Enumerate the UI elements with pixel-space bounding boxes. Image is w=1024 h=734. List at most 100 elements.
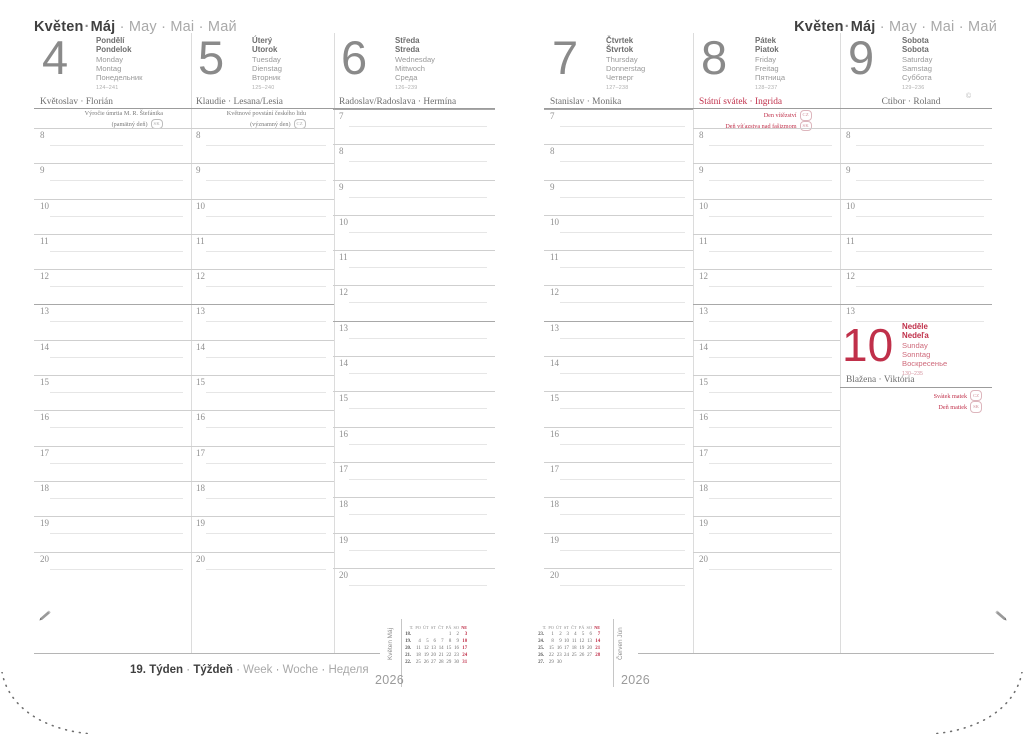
mini-day-cell[interactable]: 19 — [579, 645, 585, 651]
mini-day-cell[interactable]: 21 — [438, 652, 444, 658]
mini-day-cell[interactable]: 2 — [456, 631, 459, 637]
mini-day-cell[interactable]: 27 — [431, 659, 436, 665]
d8-hour-row-14[interactable]: 14 — [693, 339, 840, 375]
d8-hour-row-8[interactable]: 8 — [693, 128, 840, 163]
d8-hour-row-17[interactable]: 17 — [693, 445, 840, 481]
mini-day-cell[interactable]: 5 — [426, 638, 429, 644]
mini-day-cell[interactable]: 10 — [564, 638, 569, 644]
d6-hour-row-12[interactable]: 12 — [333, 285, 495, 320]
d7-hour-row-15[interactable]: 15 — [544, 391, 693, 426]
mini-day-cell[interactable]: 26 — [423, 659, 429, 665]
d9-hour-row-12[interactable]: 12 — [840, 269, 992, 304]
d6-hour-row-13[interactable]: 13 — [333, 320, 495, 356]
mini-day-cell[interactable]: 16 — [454, 645, 459, 651]
mini-day-cell[interactable]: 12 — [423, 645, 429, 651]
mini-day-cell[interactable]: 28 — [595, 652, 601, 658]
mini-day-cell[interactable]: 5 — [581, 631, 585, 637]
d6-hour-row-7[interactable]: 7 — [333, 109, 495, 144]
d5-hour-row-13[interactable]: 13 — [190, 304, 334, 339]
mini-day-cell[interactable]: 11 — [416, 645, 421, 651]
mini-day-cell[interactable]: 9 — [559, 638, 562, 644]
mini-day-cell[interactable]: 20 — [431, 652, 436, 658]
d4-hour-row-19[interactable]: 19 — [34, 516, 191, 551]
mini-day-cell[interactable]: 1 — [551, 631, 554, 637]
mini-day-cell[interactable] — [422, 631, 430, 638]
mini-day-cell[interactable]: 12 — [579, 638, 585, 644]
d6-hour-row-17[interactable]: 17 — [333, 461, 495, 497]
mini-day-cell[interactable]: 15 — [446, 645, 452, 651]
d6-hour-row-16[interactable]: 16 — [333, 426, 495, 462]
mini-day-cell[interactable]: 29 — [548, 659, 554, 665]
d7-hour-row-19[interactable]: 19 — [544, 532, 693, 568]
mini-day-cell[interactable]: 17 — [564, 645, 569, 651]
d7-hour-row-20[interactable]: 20 — [544, 567, 693, 603]
d9-hour-row-9[interactable]: 9 — [840, 163, 992, 198]
d6-hour-row-15[interactable]: 15 — [333, 391, 495, 426]
d5-hour-row-10[interactable]: 10 — [190, 198, 334, 234]
mini-day-cell[interactable]: 19 — [423, 652, 429, 658]
d5-hour-row-15[interactable]: 15 — [190, 375, 334, 410]
d5-hour-row-16[interactable]: 16 — [190, 410, 334, 445]
mini-day-cell[interactable]: 11 — [571, 638, 577, 644]
d8-hour-row-18[interactable]: 18 — [693, 480, 840, 516]
mini-day-cell[interactable]: 2 — [559, 631, 562, 637]
mini-day-cell[interactable]: 31 — [462, 659, 468, 665]
d5-hour-row-20[interactable]: 20 — [190, 551, 334, 587]
d4-hour-row-17[interactable]: 17 — [34, 445, 191, 481]
d5-hour-row-14[interactable]: 14 — [190, 339, 334, 375]
d8-hour-row-11[interactable]: 11 — [693, 233, 840, 269]
d8-hour-row-20[interactable]: 20 — [693, 551, 840, 587]
mini-day-cell[interactable]: 13 — [431, 645, 436, 651]
mini-day-cell[interactable]: 24 — [564, 652, 569, 658]
mini-day-cell[interactable]: 1 — [448, 631, 452, 637]
d6-hour-row-20[interactable]: 20 — [333, 567, 495, 603]
d6-hour-row-18[interactable]: 18 — [333, 497, 495, 532]
mini-day-cell[interactable]: 13 — [587, 638, 592, 644]
mini-day-cell[interactable]: 16 — [556, 645, 562, 651]
d4-hour-row-11[interactable]: 11 — [34, 233, 191, 269]
d9-hour-row-10[interactable]: 10 — [840, 198, 992, 234]
mini-day-cell[interactable] — [578, 659, 586, 666]
mini-day-cell[interactable]: 9 — [456, 638, 459, 644]
mini-day-cell[interactable] — [563, 659, 570, 666]
d8-hour-row-13[interactable]: 13 — [693, 304, 840, 339]
d7-hour-row-14[interactable]: 14 — [544, 356, 693, 391]
d9-hour-row-13[interactable]: 13 — [840, 304, 992, 339]
mini-day-cell[interactable]: 18 — [571, 645, 577, 651]
d8-hour-row-15[interactable]: 15 — [693, 375, 840, 410]
mini-day-cell[interactable] — [430, 631, 437, 638]
mini-day-cell[interactable]: 8 — [551, 638, 554, 644]
d7-hour-row-17[interactable]: 17 — [544, 461, 693, 497]
mini-day-cell[interactable]: 15 — [548, 645, 554, 651]
d4-hour-row-12[interactable]: 12 — [34, 269, 191, 304]
mini-day-cell[interactable]: 14 — [595, 638, 601, 644]
d4-hour-row-8[interactable]: 8 — [34, 128, 191, 163]
mini-day-cell[interactable]: 21 — [595, 645, 601, 651]
mini-day-cell[interactable]: 6 — [433, 638, 436, 644]
mini-day-cell[interactable]: 4 — [574, 631, 577, 637]
mini-day-cell[interactable] — [437, 631, 445, 638]
mini-day-cell[interactable]: 30 — [454, 659, 459, 665]
mini-day-cell[interactable]: 4 — [418, 638, 421, 644]
d4-hour-row-15[interactable]: 15 — [34, 375, 191, 410]
mini-day-cell[interactable]: 26 — [579, 652, 585, 658]
d8-hour-row-19[interactable]: 19 — [693, 516, 840, 551]
d4-hour-row-18[interactable]: 18 — [34, 480, 191, 516]
d5-hour-row-12[interactable]: 12 — [190, 269, 334, 304]
mini-day-cell[interactable] — [593, 659, 601, 666]
d7-hour-row-18[interactable]: 18 — [544, 497, 693, 532]
mini-day-cell[interactable]: 6 — [589, 631, 592, 637]
d7-hour-row-12[interactable]: 12 — [544, 285, 693, 320]
mini-day-cell[interactable] — [585, 659, 593, 666]
d6-hour-row-10[interactable]: 10 — [333, 214, 495, 250]
mini-day-cell[interactable]: 7 — [597, 631, 601, 637]
mini-day-cell[interactable]: 24 — [462, 652, 468, 658]
mini-day-cell[interactable]: 25 — [571, 652, 577, 658]
d7-hour-row-11[interactable]: 11 — [544, 250, 693, 285]
d8-hour-row-10[interactable]: 10 — [693, 198, 840, 234]
d7-hour-row-8[interactable]: 8 — [544, 144, 693, 179]
mini-day-cell[interactable]: 18 — [415, 652, 421, 658]
d5-hour-row-18[interactable]: 18 — [190, 480, 334, 516]
d8-hour-row-9[interactable]: 9 — [693, 163, 840, 198]
d4-hour-row-9[interactable]: 9 — [34, 163, 191, 198]
